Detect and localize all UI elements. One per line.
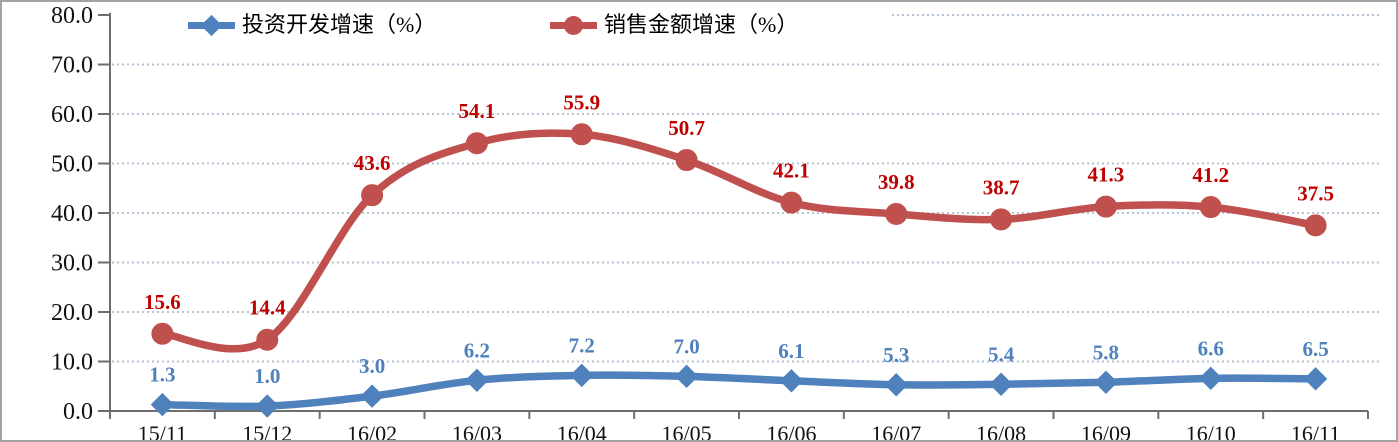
data-label-sales-growth: 50.7 (668, 116, 705, 140)
marker-sales-growth (780, 191, 803, 214)
y-tick-label: 40.0 (51, 201, 93, 227)
data-label-sales-growth: 42.1 (773, 159, 810, 183)
circle-marker-icon (564, 16, 583, 35)
x-tick-label: 16/02 (347, 421, 397, 442)
diamond-marker-icon (200, 14, 223, 37)
series-line-investment-growth (158, 371, 1320, 411)
legend-item-investment-growth: 投资开发增速（%） (188, 12, 436, 38)
y-tick-label: 0.0 (63, 399, 93, 425)
data-label-sales-growth: 15.6 (144, 290, 181, 314)
marker-sales-growth (256, 328, 279, 351)
data-label-sales-growth: 41.2 (1192, 163, 1229, 187)
marker-investment-growth (1199, 366, 1223, 391)
marker-sales-growth (1304, 214, 1327, 237)
data-label-investment-growth: 1.0 (254, 364, 280, 388)
legend-label-sales-growth: 销售金额增速（%） (604, 12, 799, 37)
marker-investment-growth (989, 372, 1013, 396)
x-tick-label: 16/09 (1081, 421, 1131, 442)
marker-sales-growth (570, 123, 593, 146)
data-label-investment-growth: 6.2 (464, 338, 490, 362)
y-tick-label: 80.0 (51, 3, 93, 29)
y-tick-label: 20.0 (51, 300, 93, 326)
data-label-investment-growth: 7.0 (673, 334, 699, 358)
data-label-investment-growth: 6.6 (1198, 336, 1224, 360)
marker-investment-growth (150, 392, 175, 417)
marker-sales-growth (1199, 196, 1222, 219)
marker-sales-growth (1094, 195, 1117, 218)
marker-investment-growth (674, 364, 699, 389)
y-tick-label: 10.0 (51, 350, 93, 376)
data-label-investment-growth: 3.0 (359, 354, 385, 378)
marker-investment-growth (570, 363, 594, 388)
marker-investment-growth (1094, 370, 1118, 394)
data-label-sales-growth: 37.5 (1297, 181, 1334, 205)
x-tick-label: 16/10 (1186, 421, 1236, 442)
y-tick-label: 50.0 (51, 152, 93, 178)
data-label-investment-growth: 5.4 (988, 342, 1015, 366)
data-label-sales-growth: 14.4 (249, 296, 286, 320)
x-tick-label: 16/04 (557, 421, 607, 442)
data-label-sales-growth: 38.7 (983, 175, 1020, 199)
marker-sales-growth (885, 202, 908, 225)
x-tick-label: 16/06 (766, 421, 816, 442)
marker-sales-growth (361, 184, 384, 207)
data-label-investment-growth: 7.2 (569, 333, 595, 357)
legend-item-sales-growth: 销售金额增速（%） (550, 12, 798, 38)
x-tick-label: 16/11 (1291, 421, 1340, 442)
y-tick-label: 30.0 (51, 251, 93, 277)
x-tick-label: 16/07 (871, 421, 921, 442)
marker-investment-growth (884, 373, 908, 397)
data-label-investment-growth: 6.1 (778, 339, 804, 363)
marker-sales-growth (151, 322, 174, 345)
data-label-sales-growth: 55.9 (563, 90, 600, 114)
y-tick-label: 60.0 (51, 102, 93, 128)
data-label-sales-growth: 39.8 (878, 170, 915, 194)
data-label-investment-growth: 6.5 (1302, 337, 1328, 361)
marker-sales-growth (990, 208, 1013, 231)
data-label-sales-growth: 54.1 (459, 99, 496, 123)
legend-marker-investment-growth (188, 13, 235, 37)
x-tick-label: 15/12 (242, 421, 292, 442)
marker-investment-growth (255, 394, 279, 418)
marker-sales-growth (675, 149, 698, 172)
x-tick-label: 16/03 (452, 421, 502, 442)
x-tick-label: 16/05 (662, 421, 712, 442)
data-label-sales-growth: 43.6 (354, 151, 391, 175)
x-tick-label: 15/11 (138, 421, 187, 442)
legend: 投资开发增速（%） 销售金额增速（%） (112, 4, 892, 48)
data-label-investment-growth: 1.3 (149, 363, 175, 387)
marker-investment-growth (360, 384, 384, 408)
legend-marker-sales-growth (550, 13, 597, 37)
data-label-investment-growth: 5.8 (1093, 340, 1119, 364)
marker-investment-growth (1303, 367, 1328, 391)
data-label-sales-growth: 41.3 (1088, 163, 1125, 187)
x-tick-label: 16/08 (976, 421, 1026, 442)
data-label-investment-growth: 5.3 (883, 343, 909, 367)
marker-sales-growth (465, 132, 488, 155)
legend-label-investment-growth: 投资开发增速（%） (242, 12, 437, 37)
marker-investment-growth (779, 369, 804, 393)
series-line-sales-growth (158, 129, 1320, 353)
marker-investment-growth (465, 368, 489, 393)
y-tick-label: 70.0 (51, 53, 93, 79)
